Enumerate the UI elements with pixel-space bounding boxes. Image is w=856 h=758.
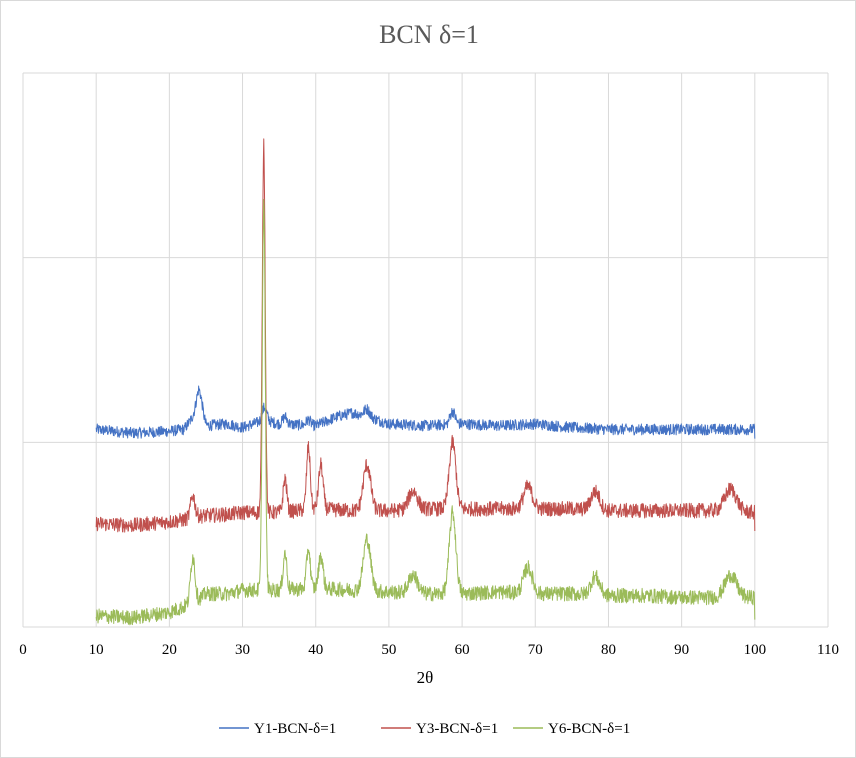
series-line-3	[95, 198, 756, 626]
x-tick-label: 70	[528, 642, 543, 658]
x-tick-label: 110	[817, 642, 839, 658]
x-tick-label: 80	[601, 642, 616, 658]
legend-label: Y3-BCN-δ=1	[416, 721, 498, 737]
x-tick-label: 10	[89, 642, 104, 658]
gridlines	[22, 72, 829, 627]
x-tick-label: 50	[381, 642, 396, 658]
x-tick-label: 30	[235, 642, 250, 658]
series-lines	[95, 138, 756, 626]
series-line-2	[95, 138, 756, 533]
x-tick-label: 60	[455, 642, 470, 658]
x-tick-label: 20	[162, 642, 177, 658]
legend-label: Y1-BCN-δ=1	[254, 721, 336, 737]
legend-label: Y6-BCN-δ=1	[548, 721, 630, 737]
x-tick-label: 100	[744, 642, 767, 658]
x-axis: 0 10 20 30 40 50 60 70 80 90 100 110	[19, 626, 839, 658]
legend: Y1-BCN-δ=1 Y3-BCN-δ=1 Y6-BCN-δ=1	[219, 721, 630, 737]
x-tick-label: 40	[308, 642, 323, 658]
x-tick-label: 90	[674, 642, 689, 658]
series-line-1	[95, 385, 756, 439]
x-axis-title: 2θ	[417, 668, 434, 687]
chart-title: BCN δ=1	[379, 20, 479, 49]
x-tick-label: 0	[19, 642, 27, 658]
